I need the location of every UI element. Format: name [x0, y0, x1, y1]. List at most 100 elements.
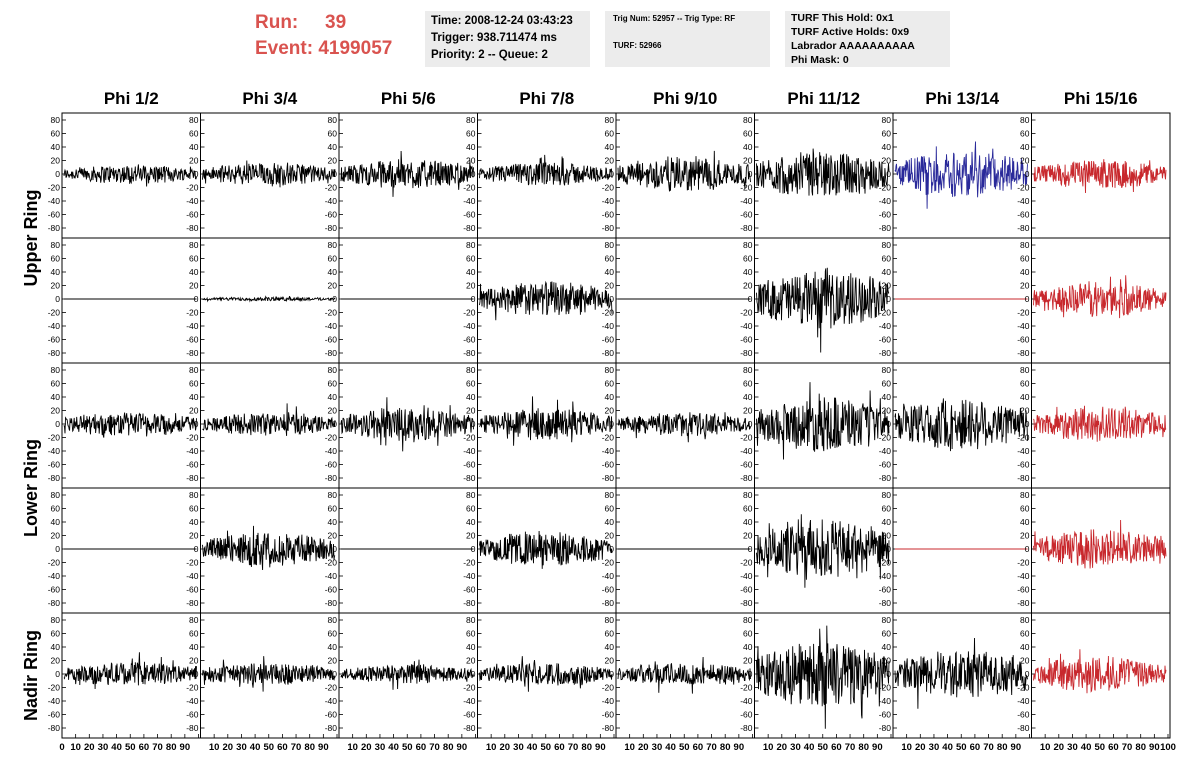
y-tick-label: 40 — [743, 642, 753, 652]
y-tick-label: 80 — [466, 240, 476, 250]
y-tick-label: -80 — [602, 723, 615, 733]
y-tick-label: 0 — [55, 294, 60, 304]
y-tick-label: 0 — [55, 169, 60, 179]
y-tick-label: 40 — [51, 142, 61, 152]
y-tick-label: -40 — [325, 321, 338, 331]
y-tick-label: 20 — [328, 406, 338, 416]
y-tick-label: -80 — [48, 348, 61, 358]
y-tick-label: 60 — [466, 504, 476, 514]
y-tick-label: 20 — [1020, 656, 1030, 666]
y-tick-label: -40 — [463, 196, 476, 206]
y-tick-label: -40 — [1017, 196, 1030, 206]
y-tick-label: -40 — [1017, 446, 1030, 456]
ring-label: Nadir Ring — [21, 630, 41, 721]
x-tick-label: 0 — [59, 742, 64, 753]
y-tick-label: 60 — [466, 629, 476, 639]
y-tick-label: 60 — [743, 254, 753, 264]
y-tick-label: 20 — [882, 531, 892, 541]
ring-label: Lower Ring — [21, 439, 41, 537]
y-tick-label: 80 — [51, 490, 61, 500]
y-tick-label: 20 — [189, 156, 199, 166]
y-tick-label: -40 — [463, 571, 476, 581]
y-tick-label: 80 — [466, 615, 476, 625]
y-tick-label: -40 — [325, 446, 338, 456]
y-tick-label: 80 — [605, 240, 615, 250]
y-tick-label: 60 — [189, 629, 199, 639]
turf-hold-panel: TURF This Hold: 0x1 TURF Active Holds: 0… — [785, 11, 950, 67]
waveform-panel — [615, 237, 755, 364]
y-tick-label: 20 — [743, 531, 753, 541]
x-tick-label: 40 — [250, 742, 261, 753]
y-tick-label: 0 — [1025, 669, 1030, 679]
y-tick-label: 20 — [51, 281, 61, 291]
y-tick-label: 0 — [194, 544, 199, 554]
y-tick-label: 80 — [189, 240, 199, 250]
y-tick-label: -60 — [186, 335, 199, 345]
y-tick-label: -60 — [186, 460, 199, 470]
waveform-trace — [479, 396, 613, 446]
y-tick-label: 80 — [189, 490, 199, 500]
y-tick-label: 60 — [605, 254, 615, 264]
y-tick-label: -20 — [186, 683, 199, 693]
y-tick-label: 0 — [55, 544, 60, 554]
y-tick-label: -80 — [1017, 348, 1030, 358]
x-tick-label: 20 — [915, 742, 926, 753]
y-tick-label: -40 — [740, 696, 753, 706]
y-tick-label: -60 — [325, 710, 338, 720]
x-tick-label: 10 — [70, 742, 81, 753]
y-tick-label: 40 — [189, 517, 199, 527]
y-tick-label: 0 — [886, 544, 891, 554]
y-tick-label: 20 — [51, 156, 61, 166]
y-tick-label: -20 — [463, 558, 476, 568]
x-tick-label: 80 — [443, 742, 454, 753]
y-tick-label: -60 — [463, 335, 476, 345]
x-tick-label: 30 — [790, 742, 801, 753]
y-tick-label: -60 — [48, 710, 61, 720]
x-tick-label: 60 — [970, 742, 981, 753]
x-tick-label: 30 — [929, 742, 940, 753]
waveform-trace — [340, 397, 474, 452]
y-tick-label: 80 — [466, 365, 476, 375]
x-tick-label: 50 — [402, 742, 413, 753]
trig-num-text: Trig Num: 52957 -- Trig Type: RF — [613, 14, 736, 23]
x-tick-label: 10 — [901, 742, 912, 753]
y-tick-label: -60 — [1017, 460, 1030, 470]
y-tick-label: 60 — [882, 129, 892, 139]
y-tick-label: -40 — [879, 696, 892, 706]
y-tick-label: -20 — [879, 433, 892, 443]
x-tick-label: 90 — [318, 742, 329, 753]
waveform-trace — [479, 154, 613, 186]
x-tick-label: 20 — [84, 742, 95, 753]
y-tick-label: 40 — [743, 267, 753, 277]
x-tick-label: 30 — [652, 742, 663, 753]
y-tick-label: -60 — [186, 210, 199, 220]
y-tick-label: 0 — [332, 669, 337, 679]
y-tick-label: 80 — [328, 240, 338, 250]
y-tick-label: -80 — [463, 223, 476, 233]
y-tick-label: -80 — [602, 223, 615, 233]
x-tick-label: 40 — [942, 742, 953, 753]
labrador-text: Labrador AAAAAAAAAA — [791, 40, 915, 52]
y-tick-label: -80 — [602, 598, 615, 608]
y-tick-label: -20 — [186, 558, 199, 568]
y-tick-label: 60 — [328, 254, 338, 264]
y-tick-label: 60 — [466, 129, 476, 139]
y-tick-label: -60 — [463, 210, 476, 220]
y-tick-label: -40 — [1017, 696, 1030, 706]
y-tick-label: 0 — [194, 669, 199, 679]
y-tick-label: 0 — [332, 169, 337, 179]
y-tick-label: 20 — [1020, 406, 1030, 416]
waveform-trace — [202, 403, 336, 436]
y-tick-label: 0 — [471, 419, 476, 429]
y-tick-label: 60 — [605, 629, 615, 639]
y-tick-label: -20 — [1017, 683, 1030, 693]
y-tick-label: -80 — [463, 473, 476, 483]
x-tick-label: 70 — [429, 742, 440, 753]
x-tick-label: 60 — [831, 742, 842, 753]
y-tick-label: -40 — [48, 321, 61, 331]
y-tick-label: -40 — [879, 196, 892, 206]
y-tick-label: -80 — [879, 723, 892, 733]
y-tick-label: -80 — [740, 473, 753, 483]
y-tick-label: 60 — [466, 379, 476, 389]
y-tick-label: -80 — [879, 598, 892, 608]
